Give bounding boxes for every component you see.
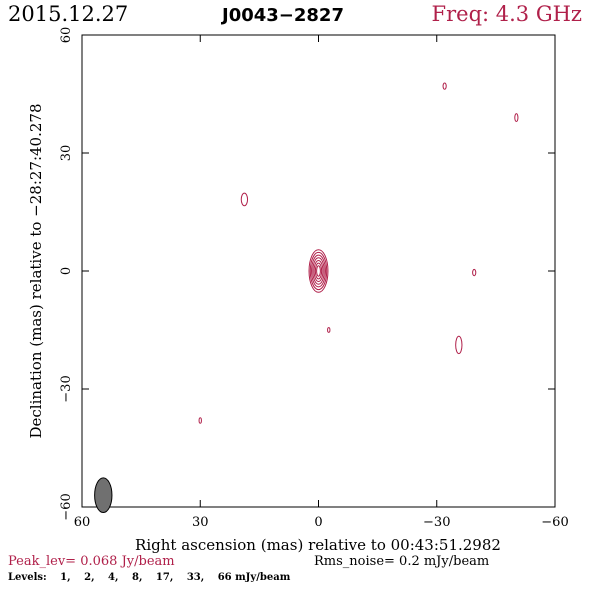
- level-value: 2,: [84, 572, 95, 583]
- x-axis-label: Right ascension (mas) relative to 00:43:…: [135, 536, 501, 554]
- contours: [198, 82, 519, 424]
- y-axis-label: Declination (mas) relative to −28:27:40.…: [27, 103, 45, 438]
- peak-level: Peak_lev= 0.068 Jy/beam: [8, 554, 175, 569]
- contour-line: [312, 257, 325, 285]
- source-name: J0043−2827: [222, 5, 344, 26]
- contour-component: [442, 82, 447, 90]
- x-tick-labels: 60 30 0 −30 −60: [74, 515, 569, 530]
- contour-line: [316, 265, 321, 277]
- y-tick-label: −60: [59, 493, 74, 520]
- y-tick-label: 60: [59, 27, 74, 44]
- frequency-label: Freq: 4.3 GHz: [431, 2, 582, 26]
- contour-levels: Levels: 1, 2, 4, 8, 17, 33, 66 mJy/beam: [8, 572, 290, 583]
- y-tick-labels: −60 −30 0 30 60: [59, 27, 74, 521]
- beam: [94, 477, 113, 514]
- x-tick-label: 60: [74, 515, 91, 530]
- contour-component: [514, 113, 519, 123]
- rms-label: Rms_noise=: [314, 554, 395, 569]
- x-tick-label: 0: [314, 515, 322, 530]
- contour-line: [309, 251, 328, 291]
- contour-line: [327, 327, 331, 333]
- x-tick-label: −60: [541, 515, 568, 530]
- contour-line: [472, 268, 477, 277]
- contour-component: [198, 417, 202, 424]
- contour-component: [327, 327, 331, 333]
- peak-label: Peak_lev=: [8, 554, 77, 569]
- y-tick-label: 30: [59, 145, 74, 162]
- y-tick-label: −30: [59, 375, 74, 402]
- rms-noise: Rms_noise= 0.2 mJy/beam: [314, 554, 489, 569]
- contour-line: [240, 192, 249, 207]
- level-value: 33,: [186, 572, 205, 583]
- level-value: 1,: [60, 572, 71, 583]
- level-value: 8,: [131, 572, 143, 583]
- contour-line: [198, 417, 202, 424]
- level-value: 4,: [108, 572, 119, 583]
- contour-line: [313, 259, 324, 283]
- y-tick-label: 0: [59, 267, 74, 275]
- contour-line: [314, 262, 323, 280]
- axis-ticks: [81, 34, 556, 508]
- x-tick-label: 30: [192, 515, 209, 530]
- contour-line: [442, 82, 447, 90]
- contour-line: [311, 254, 326, 288]
- contour-component: [308, 249, 329, 293]
- beam-ellipse: [94, 477, 113, 514]
- contour-line: [455, 335, 463, 355]
- peak-value: 0.068 Jy/beam: [80, 554, 175, 569]
- x-tick-label: −30: [423, 515, 450, 530]
- plot-frame: [81, 34, 556, 508]
- contour-component: [455, 335, 463, 355]
- contour-line: [308, 249, 329, 293]
- level-value: 66 mJy/beam: [217, 572, 291, 583]
- rms-value: 0.2 mJy/beam: [399, 554, 490, 569]
- level-value: 17,: [155, 572, 174, 583]
- contour-line: [514, 113, 519, 123]
- observation-date: 2015.12.27: [8, 2, 129, 26]
- contour-component: [240, 192, 249, 207]
- contour-component: [472, 268, 477, 277]
- levels-label: Levels:: [8, 572, 47, 583]
